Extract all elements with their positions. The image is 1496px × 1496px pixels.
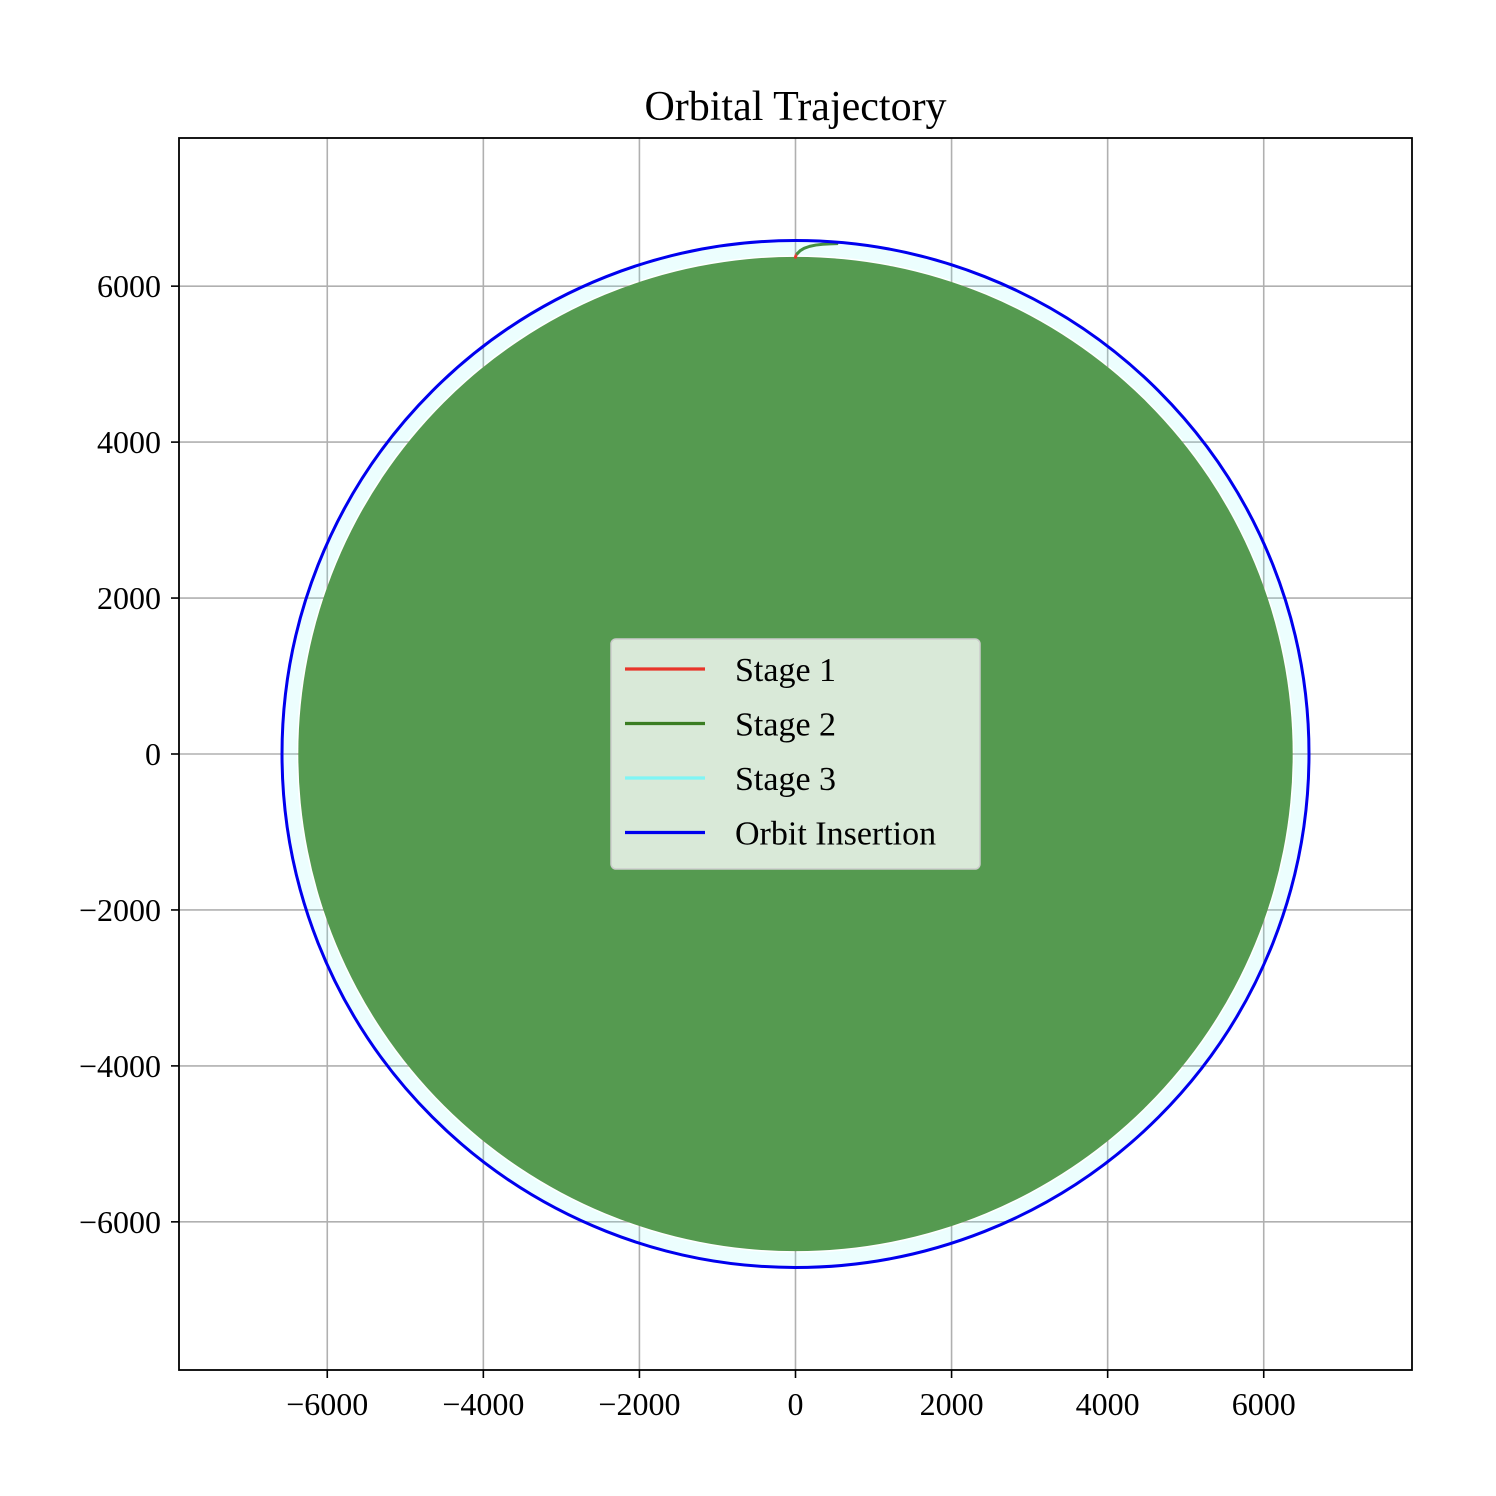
y-tick-label: −6000 <box>79 1204 161 1240</box>
chart-title: Orbital Trajectory <box>644 84 946 130</box>
y-tick-label: 0 <box>145 736 161 772</box>
x-tick-label: 6000 <box>1232 1386 1296 1422</box>
y-tick-label: 6000 <box>97 268 161 304</box>
y-tick-label: −4000 <box>79 1048 161 1084</box>
x-tick-label: −6000 <box>286 1386 368 1422</box>
legend-label: Stage 2 <box>735 707 836 744</box>
tick-layer: −6000 −4000 −2000 0 2000 4000 6000 −6000 −4000 −2… <box>79 268 1296 1422</box>
series-stage-2-line <box>795 242 839 255</box>
series-stage-3-line <box>282 241 1309 1267</box>
x-tick-label: 0 <box>788 1386 804 1422</box>
y-tick-label: −2000 <box>79 892 161 928</box>
legend-label: Stage 3 <box>735 761 836 798</box>
legend-box <box>610 638 981 870</box>
x-tick-label: 4000 <box>1076 1386 1140 1422</box>
x-tick-label: 2000 <box>920 1386 984 1422</box>
legend: Stage 1 Stage 2 Stage 3 Orbit Insertion <box>610 638 981 870</box>
legend-label: Orbit Insertion <box>735 816 936 853</box>
y-tick-label: 2000 <box>97 580 161 616</box>
series-orbit-insertion-line <box>280 239 1311 1269</box>
x-tick-label: −4000 <box>442 1386 524 1422</box>
legend-label: Stage 1 <box>735 652 836 689</box>
y-tick-label: 4000 <box>97 424 161 460</box>
x-tick-label: −2000 <box>598 1386 680 1422</box>
